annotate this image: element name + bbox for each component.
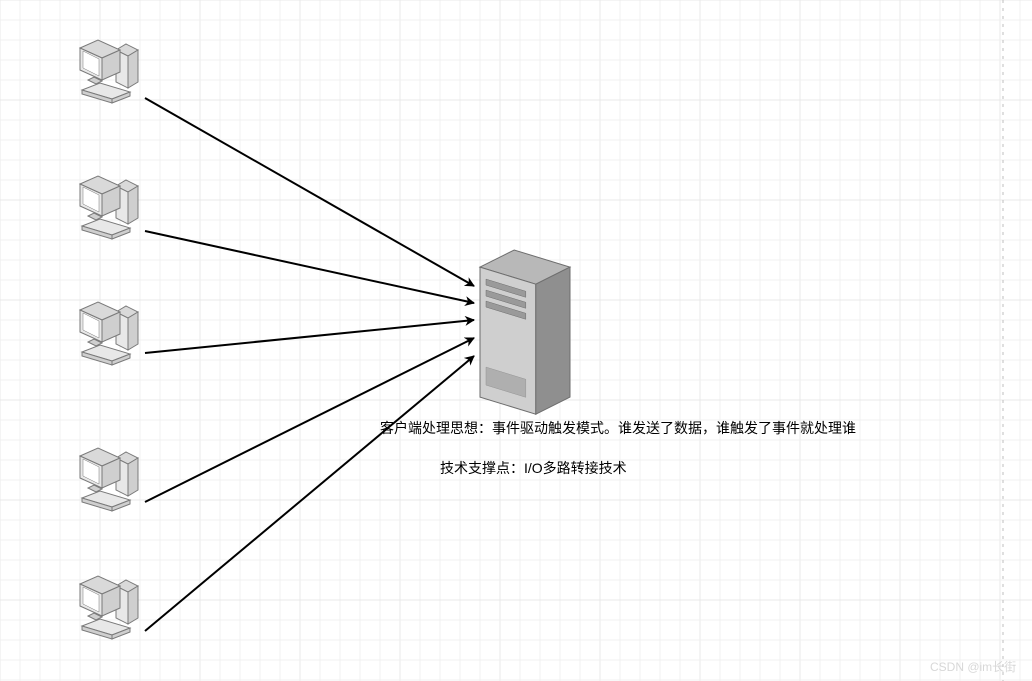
client-node — [80, 576, 138, 639]
client-node — [80, 40, 138, 103]
caption-line-1: 客户端处理思想：事件驱动触发模式。谁发送了数据，谁触发了事件就处理谁 — [380, 418, 856, 438]
caption-line-2: 技术支撑点：I/O多路转接技术 — [440, 458, 627, 478]
client-node — [80, 448, 138, 511]
client-node — [80, 176, 138, 239]
diagram-canvas — [0, 0, 1032, 681]
server-node — [480, 250, 570, 414]
client-node — [80, 302, 138, 365]
watermark-text: CSDN @im长街 — [930, 658, 1016, 675]
